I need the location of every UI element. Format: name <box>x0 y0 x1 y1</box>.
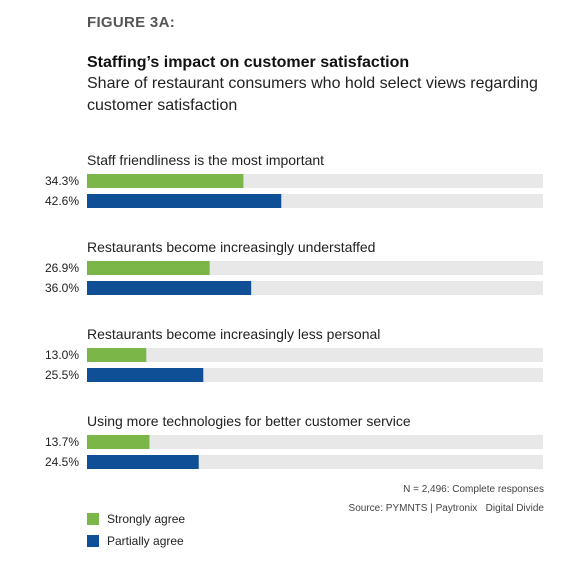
bar-track <box>87 435 543 449</box>
bar <box>87 174 244 188</box>
bar <box>87 348 147 362</box>
bar-chart: Staff friendliness is the most important… <box>45 152 543 469</box>
legend-label-strongly-agree: Strongly agree <box>107 512 186 526</box>
data-label: 36.0% <box>45 281 79 295</box>
data-label: 42.6% <box>45 194 79 208</box>
data-label: 26.9% <box>45 261 79 275</box>
category-label: Restaurants become increasingly less per… <box>87 326 380 342</box>
legend-swatch-partially-agree <box>87 535 99 547</box>
bar <box>87 261 210 275</box>
category-label: Using more technologies for better custo… <box>87 413 411 429</box>
legend-item-partially-agree: Partially agree <box>87 530 185 552</box>
data-label: 25.5% <box>45 368 79 382</box>
legend-swatch-strongly-agree <box>87 513 99 525</box>
data-label: 34.3% <box>45 174 79 188</box>
legend-label-partially-agree: Partially agree <box>107 534 184 548</box>
data-label: 24.5% <box>45 455 79 469</box>
figure-label: FIGURE 3A: <box>87 14 176 31</box>
legend: Strongly agree Partially agree <box>87 508 185 552</box>
bar-track <box>87 455 543 469</box>
chart-notes: N = 2,496: Complete responses Source: PY… <box>349 480 544 518</box>
bar <box>87 368 204 382</box>
source-note: Source: PYMNTS | Paytronix Digital Divid… <box>348 503 544 514</box>
chart-title: Staffing’s impact on customer satisfacti… <box>87 54 410 71</box>
bar-track <box>87 348 543 362</box>
data-label: 13.7% <box>45 435 79 449</box>
chart-subtitle: Share of restaurant consumers who hold s… <box>87 75 538 114</box>
legend-item-strongly-agree: Strongly agree <box>87 508 185 530</box>
sample-size-note: N = 2,496: Complete responses <box>403 484 544 495</box>
category-label: Staff friendliness is the most important <box>87 152 324 168</box>
bar <box>87 281 252 295</box>
bar <box>87 435 150 449</box>
category-label: Restaurants become increasingly understa… <box>87 239 375 255</box>
data-label: 13.0% <box>45 348 79 362</box>
bar <box>87 194 282 208</box>
bar <box>87 455 199 469</box>
